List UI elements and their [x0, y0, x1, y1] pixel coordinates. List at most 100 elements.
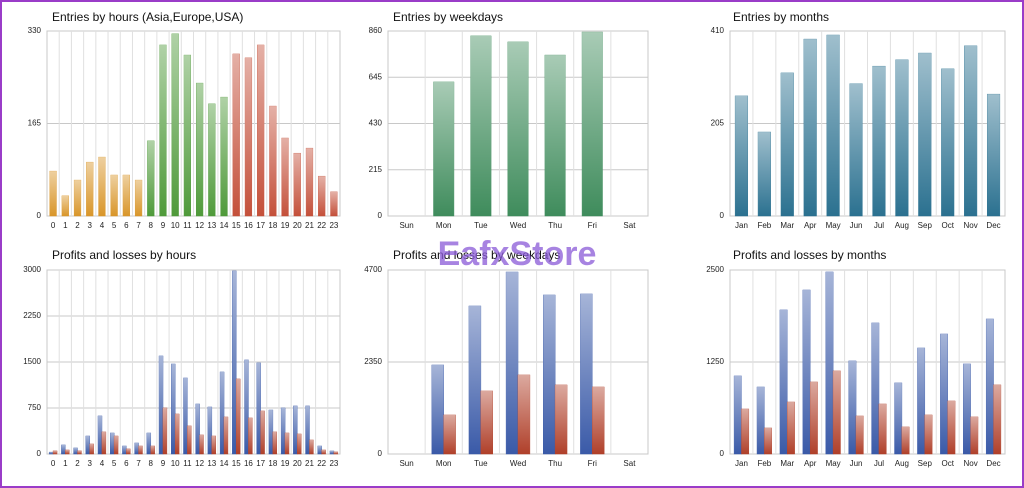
bar	[317, 445, 322, 455]
bar	[52, 450, 58, 455]
bar	[329, 450, 335, 455]
bar	[256, 362, 261, 455]
y-tick-label: 0	[720, 211, 725, 220]
bar	[126, 448, 131, 455]
x-tick-label: Thu	[548, 459, 562, 468]
x-tick-label: Mon	[436, 459, 452, 468]
bar	[825, 271, 834, 455]
x-tick-label: Sep	[918, 221, 933, 230]
y-tick-label: 410	[711, 26, 725, 35]
bar	[150, 445, 155, 455]
bar	[507, 41, 529, 217]
bar	[734, 95, 749, 217]
bar	[281, 137, 289, 217]
bar	[232, 53, 240, 217]
x-tick-label: Jun	[850, 459, 863, 468]
x-tick-label: 0	[51, 221, 56, 230]
x-tick-label: 11	[183, 459, 192, 468]
bar	[592, 386, 605, 455]
x-tick-label: 22	[317, 459, 326, 468]
bar	[49, 170, 57, 217]
bar	[985, 318, 994, 455]
x-tick-label: Fri	[588, 459, 598, 468]
bar	[764, 427, 772, 455]
x-tick-label: 12	[195, 221, 204, 230]
x-tick-label: Apr	[804, 459, 817, 468]
bar	[187, 425, 192, 455]
y-tick-label: 2350	[364, 357, 382, 366]
chart-title: Entries by months	[733, 10, 829, 24]
x-tick-label: 14	[220, 459, 229, 468]
bar	[305, 405, 310, 455]
x-tick-label: 13	[207, 459, 216, 468]
x-tick-label: 2	[75, 221, 80, 230]
x-tick-label: 20	[293, 459, 302, 468]
y-tick-label: 0	[378, 449, 383, 458]
bar	[235, 378, 241, 455]
bar	[431, 364, 444, 455]
bar	[293, 405, 298, 455]
bar	[878, 403, 887, 455]
y-tick-label: 3000	[23, 265, 41, 274]
x-tick-label: 5	[112, 459, 117, 468]
bar	[109, 432, 115, 455]
x-tick-label: Oct	[941, 221, 954, 230]
bar	[248, 417, 253, 455]
bar	[872, 65, 886, 217]
x-tick-label: 6	[124, 221, 129, 230]
x-tick-label: 19	[281, 459, 290, 468]
x-tick-label: Sun	[399, 221, 413, 230]
bar	[134, 442, 139, 455]
bar	[318, 175, 326, 217]
bar	[65, 449, 70, 455]
bar	[901, 426, 910, 455]
x-tick-label: 19	[281, 221, 290, 230]
bar	[871, 322, 880, 455]
bar	[284, 432, 290, 455]
bar	[220, 96, 228, 217]
x-tick-label: Feb	[757, 221, 771, 230]
y-tick-label: 4700	[364, 265, 382, 274]
bar	[849, 83, 863, 217]
bar	[268, 409, 274, 455]
bar	[964, 45, 978, 217]
y-tick-label: 0	[378, 211, 383, 220]
bar	[309, 439, 314, 455]
x-tick-label: Mon	[436, 221, 452, 230]
bar	[779, 309, 788, 455]
bar	[305, 147, 314, 217]
x-tick-label: Nov	[964, 459, 978, 468]
bar	[947, 400, 956, 455]
bar	[134, 179, 143, 217]
bar	[122, 174, 130, 217]
y-tick-label: 0	[37, 449, 42, 458]
bar	[581, 31, 603, 217]
x-tick-label: Fri	[588, 221, 598, 230]
x-tick-label: Sat	[623, 221, 636, 230]
x-tick-label: Thu	[548, 221, 562, 230]
y-tick-label: 165	[28, 119, 42, 128]
x-tick-label: 0	[51, 459, 56, 468]
bar	[894, 382, 903, 455]
bar	[97, 415, 103, 455]
bar	[89, 443, 94, 455]
x-tick-label: 8	[149, 459, 154, 468]
x-tick-label: 4	[100, 459, 105, 468]
x-tick-label: May	[826, 221, 841, 230]
x-tick-label: Wed	[510, 221, 526, 230]
x-tick-label: 17	[256, 459, 265, 468]
y-tick-label: 2500	[706, 265, 724, 274]
bar	[580, 293, 593, 455]
x-tick-label: Tue	[474, 459, 488, 468]
bar	[208, 103, 216, 217]
bar	[73, 179, 82, 217]
y-tick-label: 330	[28, 26, 42, 35]
y-tick-label: 430	[369, 119, 383, 128]
bar	[77, 450, 82, 455]
x-tick-label: Dec	[986, 459, 1000, 468]
bar	[918, 52, 932, 217]
x-tick-label: 9	[161, 459, 166, 468]
bar	[223, 416, 229, 455]
bar	[174, 413, 180, 455]
bar	[970, 416, 979, 455]
